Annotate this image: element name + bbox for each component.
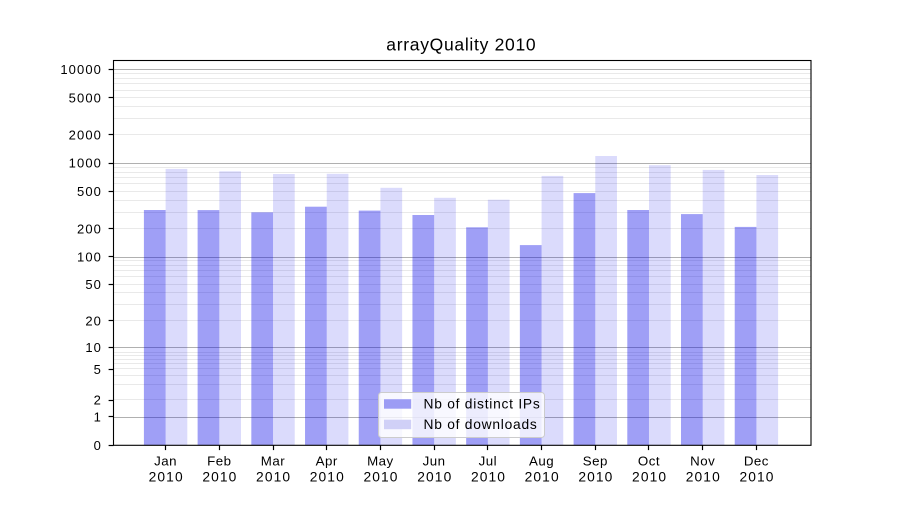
svg-text:Oct: Oct xyxy=(638,454,660,469)
svg-text:Jan: Jan xyxy=(154,454,177,469)
svg-text:Nb of downloads: Nb of downloads xyxy=(424,417,538,432)
svg-text:10000: 10000 xyxy=(60,62,102,77)
svg-text:Aug: Aug xyxy=(529,454,554,469)
svg-text:May: May xyxy=(367,454,394,469)
svg-text:2010: 2010 xyxy=(632,469,667,484)
svg-text:2000: 2000 xyxy=(69,128,102,143)
svg-text:2010: 2010 xyxy=(417,469,452,484)
svg-text:2: 2 xyxy=(94,393,102,408)
svg-text:2010: 2010 xyxy=(739,469,774,484)
svg-text:2010: 2010 xyxy=(363,469,398,484)
svg-text:1: 1 xyxy=(94,409,102,424)
svg-text:Feb: Feb xyxy=(207,454,231,469)
svg-text:2010: 2010 xyxy=(202,469,237,484)
svg-text:2010: 2010 xyxy=(578,469,613,484)
svg-text:100: 100 xyxy=(77,250,102,265)
svg-text:2010: 2010 xyxy=(149,469,184,484)
svg-text:2010: 2010 xyxy=(256,469,291,484)
svg-text:Apr: Apr xyxy=(316,454,338,469)
svg-text:5000: 5000 xyxy=(69,91,102,106)
svg-text:arrayQuality 2010: arrayQuality 2010 xyxy=(386,35,536,55)
svg-text:Nb of distinct IPs: Nb of distinct IPs xyxy=(424,396,541,411)
svg-text:2010: 2010 xyxy=(471,469,506,484)
svg-text:Mar: Mar xyxy=(261,454,285,469)
svg-text:200: 200 xyxy=(77,221,102,236)
svg-text:5: 5 xyxy=(94,362,102,377)
svg-text:Sep: Sep xyxy=(583,454,608,469)
svg-text:20: 20 xyxy=(85,313,102,328)
svg-text:Jul: Jul xyxy=(479,454,498,469)
svg-text:50: 50 xyxy=(85,277,102,292)
svg-text:10: 10 xyxy=(85,340,102,355)
svg-text:0: 0 xyxy=(94,438,102,453)
svg-text:Dec: Dec xyxy=(744,454,769,469)
svg-text:2010: 2010 xyxy=(686,469,721,484)
svg-text:Jun: Jun xyxy=(423,454,446,469)
svg-text:2010: 2010 xyxy=(525,469,560,484)
svg-text:500: 500 xyxy=(77,184,102,199)
svg-text:2010: 2010 xyxy=(310,469,345,484)
svg-text:Nov: Nov xyxy=(690,454,715,469)
svg-text:1000: 1000 xyxy=(69,156,102,171)
